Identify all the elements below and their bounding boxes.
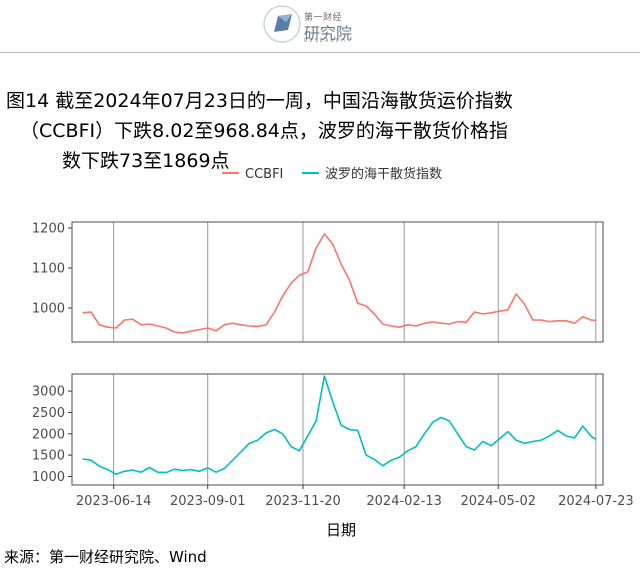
x-tick-label-5: 2024-05-02 [460,494,536,509]
panel-2-y-tick-label-5: 3000 [32,385,65,400]
panel-2-y-tick-label-3: 2000 [32,427,65,442]
x-tick-label-6: 2024-07-23 [558,494,634,509]
figure-title: 图14 截至2024年07月23日的一周，中国沿海散货运价指数 （CCBFI）下… [6,86,606,176]
x-tick-label-2: 2023-09-01 [170,494,246,509]
chart-panels: 1000 1100 1200 1000 1500 2000 2500 3000 [32,221,604,486]
brand-logo: 第一财经 研究院 RESEARCH [262,4,382,44]
legend-label-2: 波罗的海干散货指数 [325,166,442,182]
panel-1-y-tick-label-1: 1000 [32,302,65,317]
panel-2-y-tick-label-4: 2500 [32,406,65,421]
x-tick-label-3: 2023-11-20 [265,494,341,509]
panel-1: 1000 1100 1200 [32,221,604,343]
logo-emblem-icon [263,5,301,43]
x-axis-title: 日期 [326,521,356,539]
logo-top-text: 第一财经 [304,13,343,23]
header-divider [0,52,640,53]
panel-2-border [71,373,604,486]
panel-2-y-tick-label-2: 1500 [32,449,65,464]
x-tick-label-4: 2024-02-13 [366,494,442,509]
legend: CCBFI 波罗的海干散货指数 [222,166,442,182]
legend-label-1: CCBFI [245,167,283,182]
panel-2: 1000 1500 2000 2500 3000 [32,373,604,486]
panel-1-y-tick-label-3: 1200 [32,222,65,237]
logo-sub-text: RESEARCH [304,38,347,44]
series-line-2 [82,375,597,476]
logo-main-text: 研究院 [304,24,353,43]
x-axis: 2023-06-14 2023-09-01 2023-11-20 2024-02-13… [76,485,634,509]
panel-1-border [71,221,604,343]
x-tick-label-1: 2023-06-14 [76,494,152,509]
source-note: 来源：第一财经研究院、Wind [4,548,207,566]
title-line-1: 图14 截至2024年07月23日的一周，中国沿海散货运价指数 [6,90,513,112]
title-line-3: 数下跌73至1869点 [62,150,230,172]
title-line-2: （CCBFI）下跌8.02至968.84点，波罗的海干散货价格指 [20,120,508,142]
series-line-1 [82,233,596,334]
panel-1-y-tick-label-2: 1100 [32,262,65,277]
panel-2-y-tick-label-1: 1000 [32,470,65,485]
